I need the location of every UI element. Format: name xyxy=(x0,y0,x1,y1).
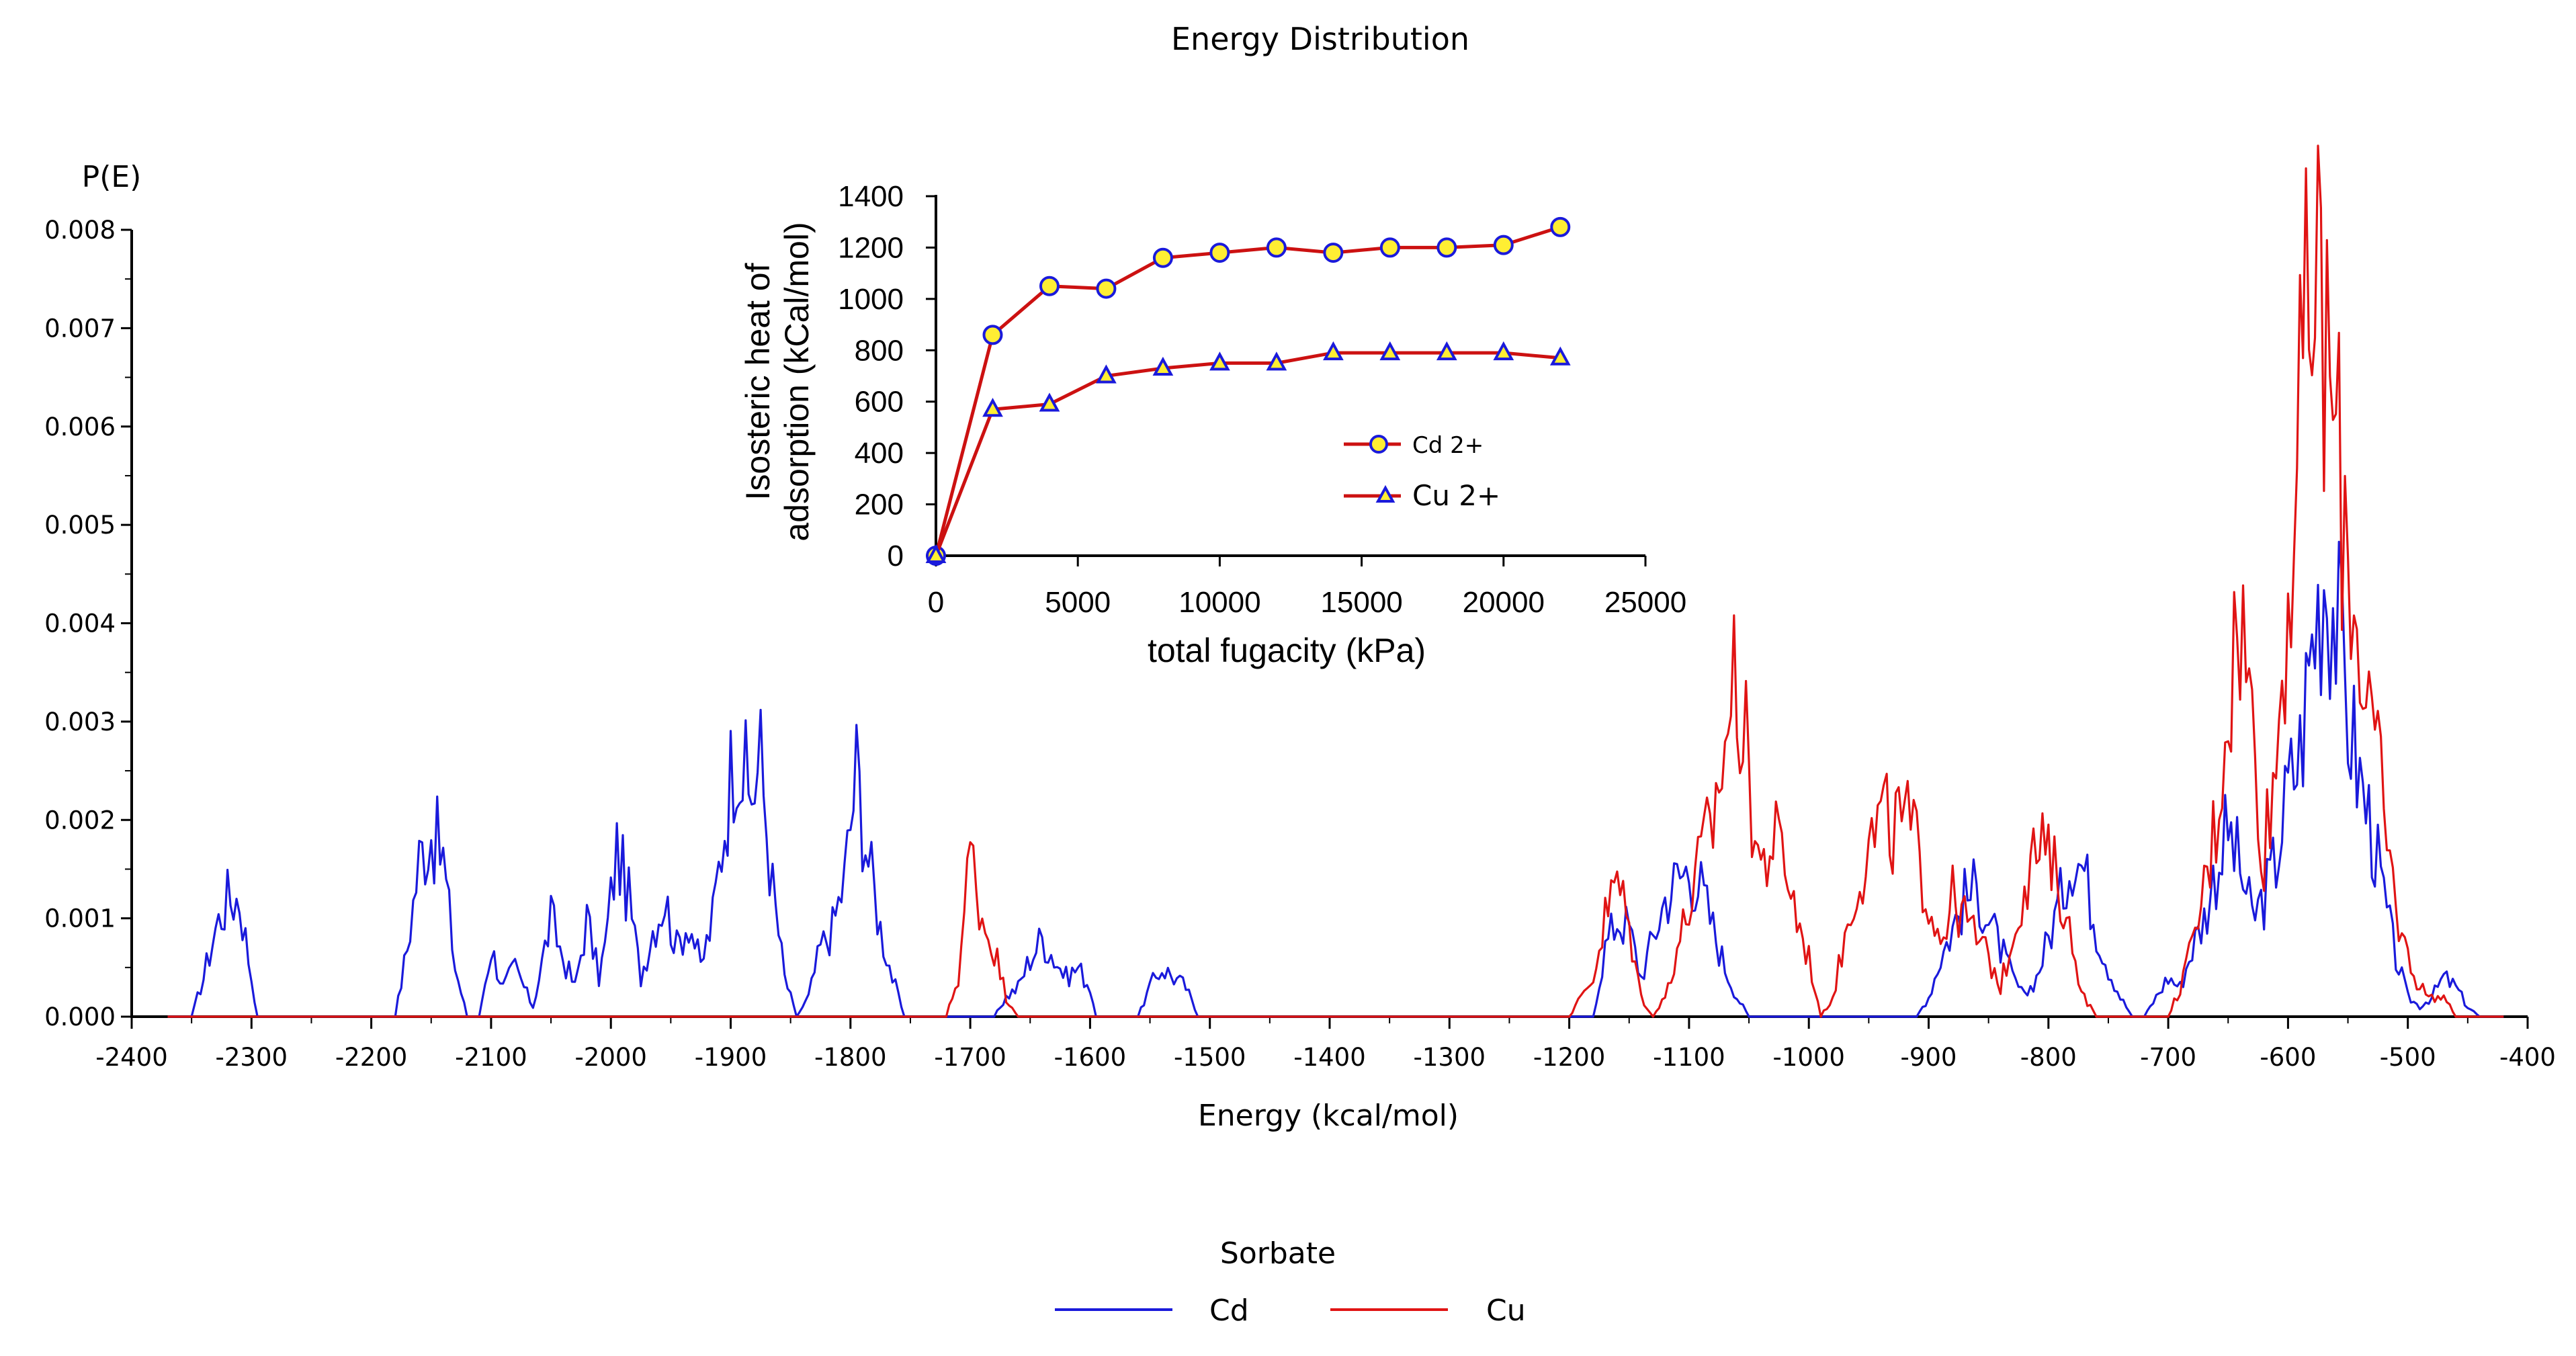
inset-point-cd xyxy=(1379,237,1400,258)
inset-point-cu xyxy=(982,398,1003,417)
inset-point-cu xyxy=(1152,356,1174,376)
inset-y-tick-label: 400 xyxy=(855,437,904,470)
inset-series-group xyxy=(925,216,1571,566)
inset-point-cu xyxy=(1266,351,1287,371)
main-x-tick-label: -1400 xyxy=(1293,1043,1366,1072)
main-x-tick-label: -900 xyxy=(1901,1043,1957,1072)
main-x-tick-label: -700 xyxy=(2140,1043,2196,1072)
inset-point-cd xyxy=(1550,216,1571,237)
main-series-line-cu xyxy=(167,144,2504,1018)
main-x-tick-label: -1700 xyxy=(934,1043,1006,1072)
inset-y-tick-label: 800 xyxy=(855,334,904,367)
legend-label-cd: Cd xyxy=(1209,1294,1249,1328)
main-y-tick-label: 0.001 xyxy=(44,904,116,933)
inset-point-cu xyxy=(1379,341,1401,361)
main-x-tick-label: -1200 xyxy=(1533,1043,1606,1072)
inset-point-cu xyxy=(1209,351,1230,371)
inset-point-cd xyxy=(1323,243,1344,263)
inset-y-tick-label: 0 xyxy=(888,540,904,573)
inset-y-tick-label: 200 xyxy=(855,489,904,521)
main-y-tick-label: 0.007 xyxy=(44,314,116,343)
inset-point-cu xyxy=(1323,341,1344,361)
inset-point-cd xyxy=(1493,235,1514,255)
inset-y-tick-label: 1400 xyxy=(838,180,904,213)
inset-y-axis-title: Isosteric heat of adsorption (kCal/mol) xyxy=(739,222,816,541)
main-x-ticks: -2400 -2300 -2200 -2100 -2000 -1900 -1800 -1700… xyxy=(95,1017,2556,1072)
inset-point-cd xyxy=(1096,278,1117,299)
inset-point-cd xyxy=(1152,247,1173,268)
main-y-tick-label: 0.004 xyxy=(44,609,116,638)
inset-y-tick-label: 600 xyxy=(855,386,904,419)
inset-point-cu xyxy=(1039,392,1060,412)
main-x-tick-label: -2200 xyxy=(335,1043,408,1072)
inset-legend-marker-cd xyxy=(1369,435,1388,454)
main-x-tick-label: -1300 xyxy=(1414,1043,1486,1072)
main-x-tick-label: -1900 xyxy=(695,1043,767,1072)
inset-point-cu xyxy=(1096,364,1117,384)
inset-x-tick-label: 15000 xyxy=(1320,586,1402,619)
legend-title: Sorbate xyxy=(1220,1236,1336,1271)
inset-legend-label-cd: Cd 2+ xyxy=(1412,432,1484,459)
inset-y-ticks: 0 200 400 600 800 1000 1200 1400 xyxy=(838,180,936,573)
inset-x-tick-label: 25000 xyxy=(1604,586,1686,619)
inset-point-cu xyxy=(925,544,947,563)
inset-point-cu xyxy=(1436,341,1457,361)
main-x-tick-label: -800 xyxy=(2020,1043,2077,1072)
main-y-tick-label: 0.002 xyxy=(44,806,116,835)
legend-label-cu: Cu xyxy=(1486,1294,1526,1328)
main-x-tick-label: -1100 xyxy=(1653,1043,1725,1072)
inset-point-cd xyxy=(1436,237,1457,258)
inset-point-cd xyxy=(982,325,1003,345)
inset-y-tick-label: 1200 xyxy=(838,231,904,264)
inset-point-cu xyxy=(1493,341,1514,361)
inset-point-cd xyxy=(1209,243,1230,263)
inset-y-axis-title-line-1: Isosteric heat of xyxy=(739,263,777,500)
main-y-ticks: 0.000 0.001 0.002 0.003 0.004 0.005 0.006 0.007… xyxy=(44,216,132,1031)
main-x-tick-label: -1500 xyxy=(1174,1043,1246,1072)
main-x-tick-label: -2300 xyxy=(216,1043,288,1072)
inset-y-tick-label: 1000 xyxy=(838,283,904,316)
main-y-tick-label: 0.003 xyxy=(44,708,116,736)
main-x-tick-label: -400 xyxy=(2499,1043,2556,1072)
main-x-axis-title: Energy (kcal/mol) xyxy=(1198,1099,1459,1133)
main-y-axis-title: P(E) xyxy=(82,160,142,194)
main-y-tick-label: 0.005 xyxy=(44,511,116,540)
main-x-tick-label: -1800 xyxy=(814,1043,887,1072)
inset-x-tick-label: 10000 xyxy=(1178,586,1260,619)
inset-x-tick-label: 20000 xyxy=(1463,586,1545,619)
main-y-tick-label: 0.006 xyxy=(44,413,116,441)
inset-x-axis-title: total fugacity (kPa) xyxy=(1148,632,1426,669)
main-y-tick-label: 0.008 xyxy=(44,216,116,245)
main-legend: Sorbate Cd Cu xyxy=(1055,1236,1526,1328)
main-y-tick-label: 0.000 xyxy=(44,1003,116,1031)
inset-legend-marker-cu xyxy=(1375,484,1396,503)
main-series-group xyxy=(167,144,2504,1018)
main-x-tick-label: -2400 xyxy=(95,1043,168,1072)
inset-chart: 0 200 400 600 800 1000 1200 1400 0 5000 10000 1500… xyxy=(739,180,1686,669)
main-x-tick-label: -600 xyxy=(2260,1043,2316,1072)
inset-point-cd xyxy=(1266,237,1287,258)
inset-y-axis-title-line-2: adsorption (kCal/mol) xyxy=(778,222,816,541)
inset-point-cu xyxy=(1549,346,1571,366)
inset-x-tick-label: 0 xyxy=(928,586,944,619)
main-chart-title: Energy Distribution xyxy=(1171,21,1469,57)
inset-x-tick-label: 5000 xyxy=(1045,586,1111,619)
main-x-tick-label: -1000 xyxy=(1772,1043,1845,1072)
main-x-tick-label: -2100 xyxy=(455,1043,527,1072)
main-x-tick-label: -1600 xyxy=(1054,1043,1127,1072)
main-x-tick-label: -500 xyxy=(2380,1043,2436,1072)
inset-legend-label-cu: Cu 2+ xyxy=(1412,479,1500,512)
main-x-tick-label: -2000 xyxy=(574,1043,647,1072)
inset-series-line-cu xyxy=(934,351,1561,556)
inset-legend: Cd 2+ Cu 2+ xyxy=(1344,432,1500,512)
inset-point-cd xyxy=(1039,276,1060,296)
